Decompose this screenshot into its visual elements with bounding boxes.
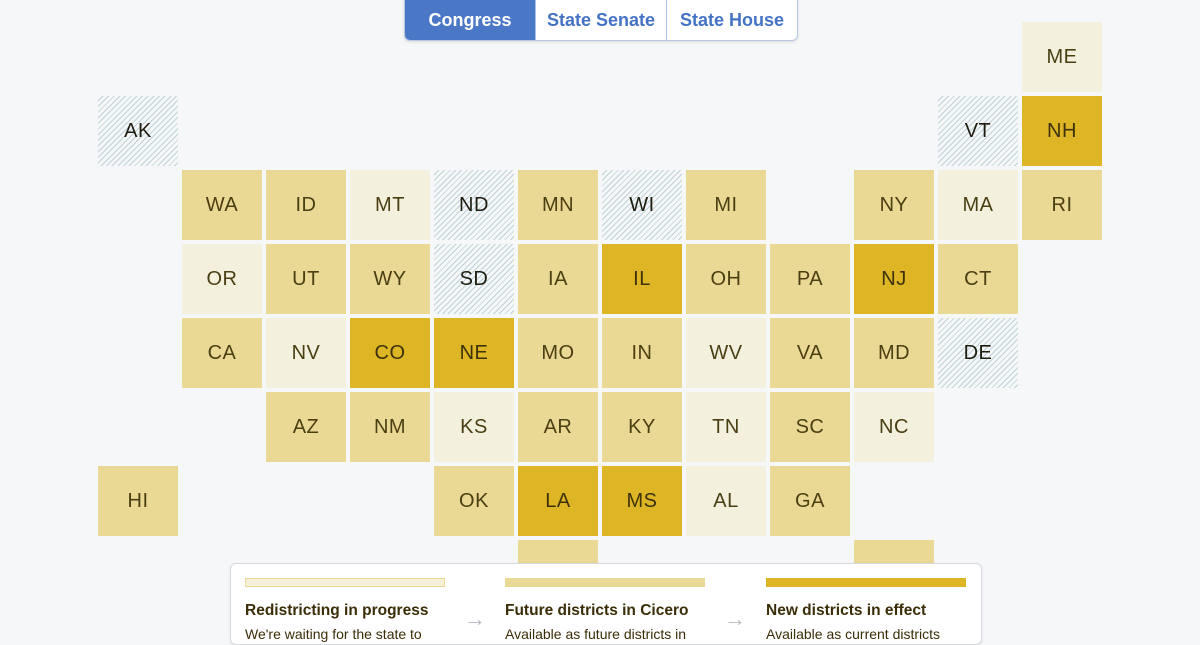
legend-item-progress: Redistricting in progress We're waiting … (245, 578, 445, 642)
legend-item-future: Future districts in Cicero Available as … (505, 578, 705, 642)
state-tile-ut[interactable]: UT (266, 244, 346, 314)
state-tile-il[interactable]: IL (602, 244, 682, 314)
tab-state-senate[interactable]: State Senate (535, 0, 666, 40)
state-tile-sd[interactable]: SD (434, 244, 514, 314)
state-tile-ok[interactable]: OK (434, 466, 514, 536)
state-tile-tn[interactable]: TN (686, 392, 766, 462)
state-tile-wi[interactable]: WI (602, 170, 682, 240)
arrow-right-icon: → (464, 606, 486, 631)
state-tile-ms[interactable]: MS (602, 466, 682, 536)
state-tile-mt[interactable]: MT (350, 170, 430, 240)
legend-swatch-effect (766, 578, 966, 587)
legend-desc: Available as future districts in (505, 626, 687, 642)
state-tile-ne[interactable]: NE (434, 318, 514, 388)
state-tile-ky[interactable]: KY (602, 392, 682, 462)
state-tile-va[interactable]: VA (770, 318, 850, 388)
legend-title: Future districts in Cicero (505, 602, 689, 619)
state-tile-nc[interactable]: NC (854, 392, 934, 462)
state-tile-in[interactable]: IN (602, 318, 682, 388)
state-tile-mi[interactable]: MI (686, 170, 766, 240)
legend-swatch-future (505, 578, 705, 587)
state-tile-md[interactable]: MD (854, 318, 934, 388)
state-tile-ct[interactable]: CT (938, 244, 1018, 314)
state-tile-de[interactable]: DE (938, 318, 1018, 388)
arrow-right-icon: → (724, 606, 746, 631)
state-tile-mn[interactable]: MN (518, 170, 598, 240)
state-tile-al[interactable]: AL (686, 466, 766, 536)
state-tile-or[interactable]: OR (182, 244, 262, 314)
state-tile-az[interactable]: AZ (266, 392, 346, 462)
legend-desc: We're waiting for the state to (245, 626, 422, 642)
state-tile-oh[interactable]: OH (686, 244, 766, 314)
state-tile-nm[interactable]: NM (350, 392, 430, 462)
state-tile-me[interactable]: ME (1022, 22, 1102, 92)
state-tile-ma[interactable]: MA (938, 170, 1018, 240)
state-tile-ia[interactable]: IA (518, 244, 598, 314)
tab-state-house[interactable]: State House (666, 0, 797, 40)
legend-title: New districts in effect (766, 602, 927, 619)
state-tile-ny[interactable]: NY (854, 170, 934, 240)
state-tile-id[interactable]: ID (266, 170, 346, 240)
legend-title: Redistricting in progress (245, 602, 429, 619)
state-tile-ak[interactable]: AK (98, 96, 178, 166)
tab-congress[interactable]: Congress (405, 0, 535, 40)
legend-card: Redistricting in progress We're waiting … (230, 563, 982, 645)
state-tile-vt[interactable]: VT (938, 96, 1018, 166)
state-tile-sc[interactable]: SC (770, 392, 850, 462)
state-tile-ca[interactable]: CA (182, 318, 262, 388)
legend-item-effect: New districts in effect Available as cur… (766, 578, 966, 642)
state-tile-nh[interactable]: NH (1022, 96, 1102, 166)
state-tile-wy[interactable]: WY (350, 244, 430, 314)
state-tile-wa[interactable]: WA (182, 170, 262, 240)
state-tile-ga[interactable]: GA (770, 466, 850, 536)
chamber-tabs: Congress State Senate State House (404, 0, 798, 41)
state-tile-ar[interactable]: AR (518, 392, 598, 462)
state-tile-hi[interactable]: HI (98, 466, 178, 536)
state-tile-nj[interactable]: NJ (854, 244, 934, 314)
state-tile-nd[interactable]: ND (434, 170, 514, 240)
state-tile-mo[interactable]: MO (518, 318, 598, 388)
state-tile-pa[interactable]: PA (770, 244, 850, 314)
legend-desc: Available as current districts (766, 626, 941, 642)
state-tile-co[interactable]: CO (350, 318, 430, 388)
state-tile-ks[interactable]: KS (434, 392, 514, 462)
state-tile-ri[interactable]: RI (1022, 170, 1102, 240)
legend-swatch-progress (245, 578, 445, 587)
state-tile-wv[interactable]: WV (686, 318, 766, 388)
state-tile-la[interactable]: LA (518, 466, 598, 536)
state-tile-nv[interactable]: NV (266, 318, 346, 388)
